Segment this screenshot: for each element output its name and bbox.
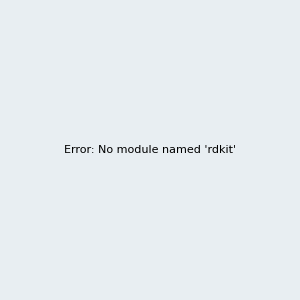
Text: Error: No module named 'rdkit': Error: No module named 'rdkit' (64, 145, 236, 155)
